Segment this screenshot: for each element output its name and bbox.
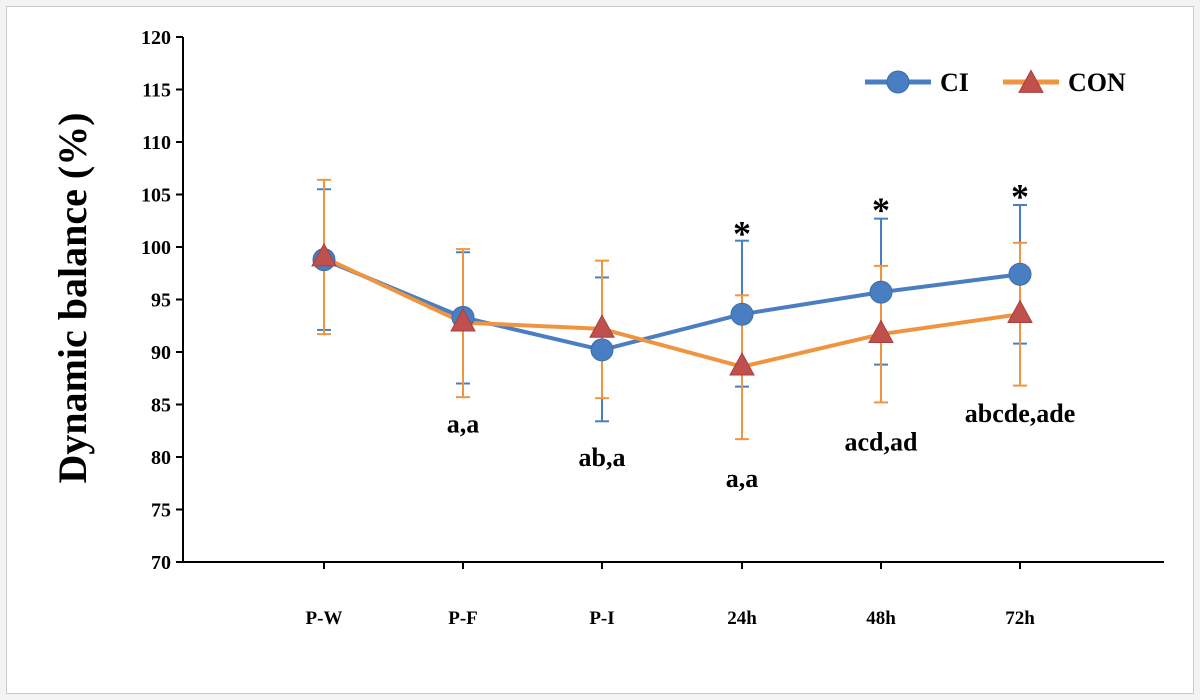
significance-star: * — [733, 213, 751, 253]
significance-letters: acd,ad — [845, 427, 919, 456]
line-ci — [323, 257, 1021, 352]
legend: CI CON — [865, 68, 1126, 97]
annotations: a,a ab,a a,a acd,ad abcde,ade * * * — [447, 177, 1076, 494]
marker-con — [729, 352, 755, 376]
y-tick-label: 80 — [151, 447, 171, 469]
marker-con — [311, 242, 337, 267]
marker-con — [868, 319, 894, 344]
legend-label-ci: CI — [940, 68, 969, 97]
significance-star: * — [1011, 177, 1029, 217]
y-tick-label: 115 — [142, 80, 171, 102]
y-axis-label: Dynamic balance (%) — [50, 112, 95, 483]
marker-con — [450, 307, 476, 332]
significance-letters: a,a — [447, 409, 480, 438]
significance-letters: ab,a — [579, 443, 626, 472]
axes — [182, 37, 1164, 563]
y-tick-label: 75 — [151, 500, 171, 522]
y-tick-label: 70 — [151, 552, 171, 574]
legend-marker-con — [1018, 69, 1044, 93]
y-tick-label: 120 — [141, 27, 171, 49]
x-ticks: P-W P-F P-I 24h 48h 72h — [306, 562, 1035, 629]
error-bars — [317, 178, 1027, 441]
y-tick-label: 95 — [151, 290, 171, 312]
marker-ci — [1008, 262, 1032, 286]
x-tick-label: P-W — [306, 608, 343, 629]
series-lines — [323, 255, 1021, 369]
legend-marker-ci — [886, 70, 910, 94]
significance-star: * — [872, 190, 890, 230]
y-tick-label: 90 — [151, 342, 171, 364]
x-tick-label: 72h — [1005, 608, 1035, 629]
y-tick-label: 85 — [151, 395, 171, 417]
y-tick-label: 100 — [141, 237, 171, 259]
y-ticks: 70 75 80 85 90 95 100 105 110 115 120 — [141, 27, 183, 574]
legend-label-con: CON — [1068, 68, 1126, 97]
figure-frame: 70 75 80 85 90 95 100 105 110 115 120 P-W P-F P-I 24h… — [6, 6, 1194, 694]
series-markers — [311, 242, 1033, 376]
x-tick-label: 48h — [866, 608, 896, 629]
marker-con — [589, 314, 615, 338]
line-con — [323, 255, 1021, 369]
x-tick-label: P-F — [448, 608, 478, 629]
dynamic-balance-chart: 70 75 80 85 90 95 100 105 110 115 120 P-W P-F P-I 24h… — [50, 27, 1164, 629]
marker-ci — [730, 302, 754, 326]
significance-letters: a,a — [726, 464, 759, 493]
significance-letters: abcde,ade — [965, 399, 1076, 428]
y-tick-label: 110 — [142, 132, 171, 154]
marker-con — [1007, 299, 1033, 324]
x-tick-label: 24h — [727, 608, 757, 629]
x-tick-label: P-I — [589, 608, 614, 629]
marker-ci — [869, 280, 893, 304]
y-tick-label: 105 — [141, 185, 171, 207]
marker-ci — [590, 338, 614, 362]
